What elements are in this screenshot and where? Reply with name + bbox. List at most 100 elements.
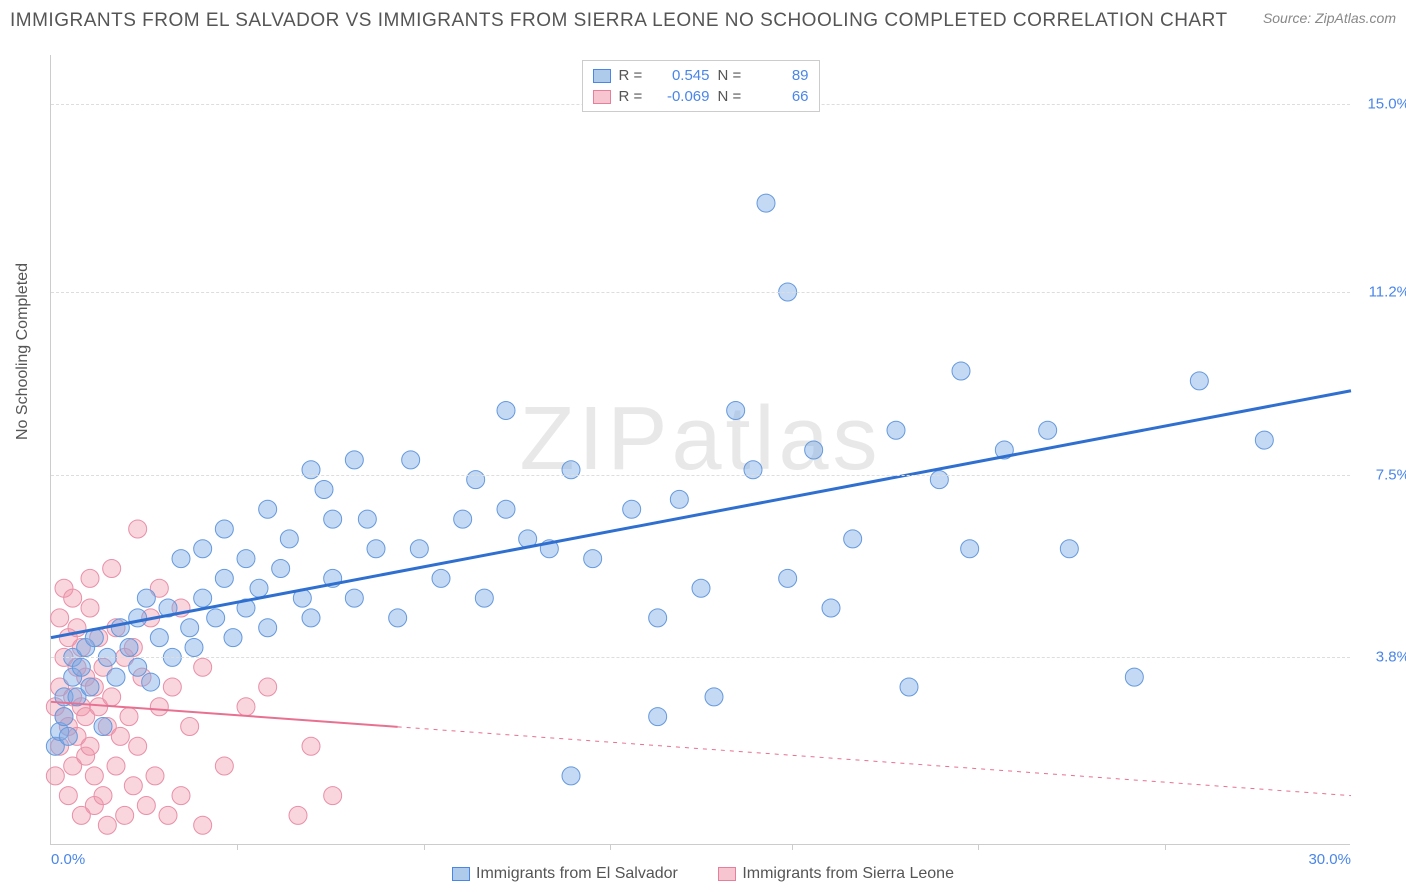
data-point-b (150, 698, 168, 716)
swatch-a-icon (593, 69, 611, 83)
data-point-a (705, 688, 723, 706)
data-point-a (670, 490, 688, 508)
data-point-b (259, 678, 277, 696)
plot-area: ZIPatlas R = 0.545 N = 89 R = -0.069 N =… (50, 55, 1350, 845)
data-point-b (194, 816, 212, 834)
gridline (51, 292, 1350, 293)
legend-item-b: Immigrants from Sierra Leone (718, 865, 954, 883)
gridline (51, 657, 1350, 658)
data-point-b (120, 708, 138, 726)
data-point-b (172, 787, 190, 805)
n-value-b: 66 (754, 88, 809, 105)
xtick (792, 844, 793, 850)
swatch-a2-icon (452, 867, 470, 881)
data-point-a (757, 194, 775, 212)
data-point-a (454, 510, 472, 528)
data-point-a (562, 461, 580, 479)
n-label-a: N = (718, 67, 746, 84)
data-point-a (129, 609, 147, 627)
chart-title: IMMIGRANTS FROM EL SALVADOR VS IMMIGRANT… (10, 10, 1396, 32)
data-point-a (324, 510, 342, 528)
xtick (978, 844, 979, 850)
data-point-a (930, 471, 948, 489)
data-point-a (315, 481, 333, 499)
data-point-a (345, 589, 363, 607)
legend-label-b: Immigrants from Sierra Leone (742, 865, 954, 883)
data-point-a (120, 639, 138, 657)
data-point-b (129, 520, 147, 538)
data-point-a (497, 402, 515, 420)
data-point-a (55, 708, 73, 726)
data-point-a (475, 589, 493, 607)
data-point-a (237, 550, 255, 568)
data-point-a (302, 609, 320, 627)
data-point-a (259, 500, 277, 518)
legend-stats: R = 0.545 N = 89 R = -0.069 N = 66 (582, 60, 820, 112)
source-label: Source: ZipAtlas.com (1263, 10, 1396, 26)
data-point-a (137, 589, 155, 607)
data-point-a (961, 540, 979, 558)
data-point-b (163, 678, 181, 696)
data-point-a (172, 550, 190, 568)
data-point-a (432, 569, 450, 587)
data-point-b (302, 737, 320, 755)
data-point-a (129, 658, 147, 676)
data-point-b (81, 737, 99, 755)
data-point-a (81, 678, 99, 696)
data-point-b (46, 767, 64, 785)
data-point-b (98, 816, 116, 834)
data-point-a (207, 609, 225, 627)
data-point-a (142, 673, 160, 691)
data-point-a (779, 569, 797, 587)
data-point-a (107, 668, 125, 686)
data-point-a (467, 471, 485, 489)
r-label-a: R = (619, 67, 647, 84)
data-point-b (289, 806, 307, 824)
xtick (610, 844, 611, 850)
data-point-a (224, 629, 242, 647)
data-point-a (215, 569, 233, 587)
r-value-b: -0.069 (655, 88, 710, 105)
ytick-label: 15.0% (1355, 96, 1406, 113)
data-point-a (1125, 668, 1143, 686)
data-point-a (692, 579, 710, 597)
data-point-b (324, 787, 342, 805)
data-point-a (649, 708, 667, 726)
data-point-a (150, 629, 168, 647)
data-point-b (81, 569, 99, 587)
data-point-a (1190, 372, 1208, 390)
data-point-a (952, 362, 970, 380)
data-point-a (72, 658, 90, 676)
data-point-a (744, 461, 762, 479)
data-point-a (280, 530, 298, 548)
data-point-a (900, 678, 918, 696)
gridline (51, 475, 1350, 476)
data-point-b (107, 757, 125, 775)
data-point-b (194, 658, 212, 676)
data-point-a (194, 540, 212, 558)
data-point-b (64, 589, 82, 607)
data-point-a (181, 619, 199, 637)
data-point-b (103, 688, 121, 706)
data-point-b (51, 609, 69, 627)
legend-stats-row-b: R = -0.069 N = 66 (593, 86, 809, 107)
y-axis-label: No Schooling Completed (14, 263, 32, 440)
xtick (424, 844, 425, 850)
xtick (1165, 844, 1166, 850)
legend-item-a: Immigrants from El Salvador (452, 865, 678, 883)
data-point-a (389, 609, 407, 627)
data-point-b (159, 806, 177, 824)
data-point-a (194, 589, 212, 607)
data-point-a (822, 599, 840, 617)
xtick (237, 844, 238, 850)
data-point-a (94, 718, 112, 736)
data-point-a (1255, 431, 1273, 449)
data-point-a (727, 402, 745, 420)
regression-line-a (51, 391, 1351, 638)
data-point-a (59, 727, 77, 745)
data-point-a (185, 639, 203, 657)
data-point-a (1039, 421, 1057, 439)
data-point-b (129, 737, 147, 755)
data-point-b (215, 757, 233, 775)
data-point-b (94, 787, 112, 805)
